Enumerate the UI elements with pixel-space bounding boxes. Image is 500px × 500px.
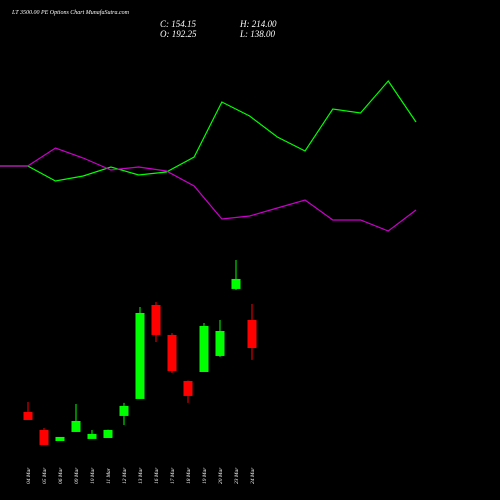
x-tick-label: 19 Mar (202, 467, 208, 484)
x-tick-label: 11 Mar (106, 467, 112, 484)
candle-body (71, 421, 81, 432)
x-tick-label: 10 Mar (90, 467, 96, 484)
x-tick-label: 04 Mar (25, 467, 32, 484)
candle-body (87, 433, 97, 439)
candle-body (183, 380, 193, 396)
candle-body (55, 436, 65, 441)
candle-body (23, 411, 33, 420)
candle-body (167, 334, 177, 371)
high-label: H: 214.00 (239, 19, 277, 29)
x-tick-label: 23 Mar (234, 467, 240, 484)
candle-body (39, 429, 49, 445)
low-label: L: 138.00 (239, 29, 276, 39)
candle-body (151, 304, 161, 335)
chart-title: LT 3500.00 PE Options Chart MunafaSutra.… (11, 9, 130, 16)
candle-body (135, 312, 145, 399)
candle-body (231, 278, 241, 289)
x-tick-label: 20 Mar (218, 467, 224, 484)
x-tick-label: 18 Mar (186, 467, 192, 484)
candle-body (103, 429, 113, 438)
x-tick-label: 05 Mar (42, 467, 48, 484)
x-tick-label: 06 Mar (58, 467, 64, 484)
line-series (0, 80, 417, 182)
x-tick-label: 24 Mar (249, 467, 256, 484)
x-tick-label: 17 Mar (170, 467, 176, 484)
x-tick-label: 09 Mar (74, 467, 80, 484)
close-label: C: 154.15 (160, 19, 197, 29)
x-tick-label: 16 Mar (154, 467, 160, 484)
line-series (0, 147, 417, 232)
candle-body (247, 319, 257, 348)
x-tick-label: 13 Mar (138, 467, 144, 484)
candle-body (215, 330, 225, 356)
x-tick-label: 12 Mar (122, 467, 128, 484)
open-label: O: 192.25 (160, 29, 197, 39)
candle-body (199, 325, 209, 372)
candle-body (119, 405, 129, 416)
